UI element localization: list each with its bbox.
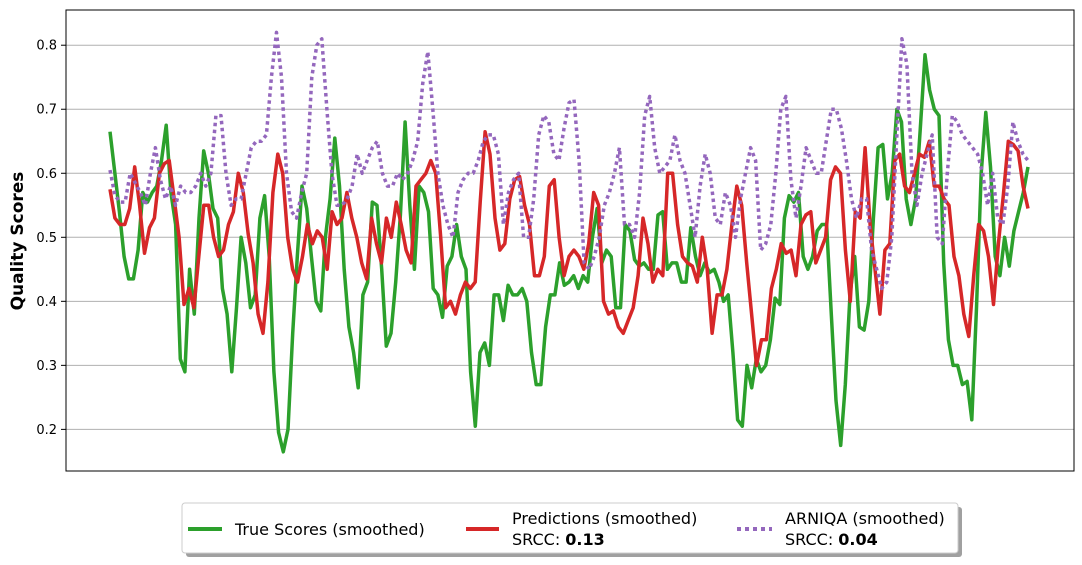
srcc-label-arniqa: SRCC: — [785, 530, 838, 549]
plot-frame — [65, 9, 1075, 472]
series-line-arniqa — [108, 30, 1030, 291]
y-tick-label: 0.7 — [36, 103, 57, 118]
series-line-true-scores — [108, 53, 1030, 454]
legend-box — [181, 502, 959, 554]
legend-srcc-predictions: SRCC: 0.13 — [512, 530, 605, 549]
y-tick-label: 0.3 — [36, 359, 57, 374]
legend-label-arniqa: ARNIQA (smoothed) — [785, 509, 945, 528]
legend-label-true-scores: True Scores (smoothed) — [234, 520, 425, 539]
y-tick-label: 0.6 — [36, 167, 57, 182]
srcc-value-predictions: 0.13 — [565, 530, 604, 549]
legend-label-predictions: Predictions (smoothed) — [512, 509, 697, 528]
y-tick-label: 0.5 — [36, 231, 57, 246]
y-axis-title: Quality Scores — [8, 172, 28, 311]
legend-entry-true-scores: True Scores (smoothed) — [188, 520, 425, 539]
series-layer — [108, 30, 1030, 454]
legend: True Scores (smoothed) Predictions (smoo… — [181, 502, 962, 557]
legend-entry-arniqa: ARNIQA (smoothed) SRCC: 0.04 — [737, 509, 945, 549]
y-tick-label: 0.8 — [36, 39, 57, 54]
legend-entry-predictions: Predictions (smoothed) SRCC: 0.13 — [466, 509, 697, 549]
y-axis: 0.2 0.3 0.4 0.5 0.6 0.7 0.8 — [36, 39, 66, 438]
srcc-label-predictions: SRCC: — [512, 530, 565, 549]
y-tick-label: 0.2 — [36, 423, 57, 438]
srcc-value-arniqa: 0.04 — [838, 530, 877, 549]
legend-srcc-arniqa: SRCC: 0.04 — [785, 530, 878, 549]
y-tick-label: 0.4 — [36, 295, 57, 310]
